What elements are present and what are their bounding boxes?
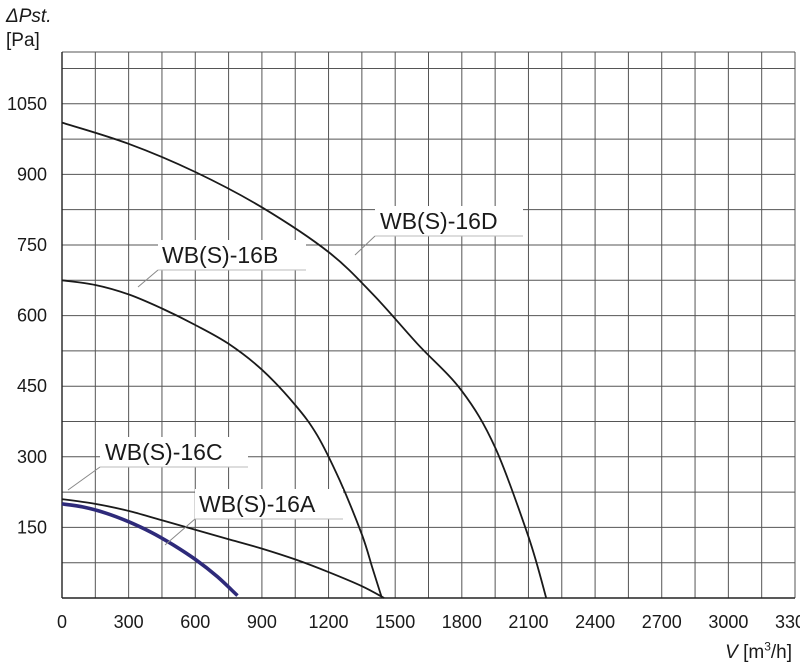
curve-label-bg-wb-s-16c	[100, 437, 248, 467]
series-line-wb-s-16c	[61, 498, 385, 599]
y-tick-label: 150	[17, 517, 47, 537]
curve-label-wb-s-16a: WB(S)-16A	[199, 491, 316, 517]
y-tick-label: 900	[17, 164, 47, 184]
x-tick-label: 600	[180, 612, 210, 632]
x-tick-label: 1800	[442, 612, 482, 632]
curve-label-bg-wb-s-16d	[375, 206, 523, 236]
curve-label-bg-wb-s-16a	[195, 489, 343, 519]
curve-label-bg-wb-s-16b	[158, 240, 306, 270]
x-axis-label-var: V	[725, 642, 738, 663]
curve-label-leader-wb-s-16d	[354, 235, 376, 256]
series-line-wb-s-16b	[61, 279, 383, 599]
y-tick-label: 600	[17, 306, 47, 326]
series-line-wb-s-16d	[61, 121, 548, 599]
x-tick-label: 2700	[642, 612, 682, 632]
y-tick-label: 450	[17, 376, 47, 396]
x-tick-label: 1500	[375, 612, 415, 632]
curve-label-wb-s-16d: WB(S)-16D	[380, 208, 498, 234]
y-tick-label: 1050	[7, 94, 47, 114]
y-tick-label: 300	[17, 447, 47, 467]
curve-label-leader-wb-s-16a	[164, 518, 196, 546]
x-tick-label: 3300	[775, 612, 800, 632]
x-tick-label: 2400	[575, 612, 615, 632]
x-tick-label: 3000	[708, 612, 748, 632]
x-tick-label: 0	[57, 612, 67, 632]
y-axis-label-symbol: ΔPst.	[6, 6, 52, 27]
curve-label-wb-s-16c: WB(S)-16C	[105, 439, 223, 465]
curve-label-wb-s-16b: WB(S)-16B	[162, 242, 278, 268]
x-axis-label-unit-pre: [m	[737, 642, 765, 663]
x-axis-label-unit-post: /h]	[770, 642, 792, 663]
x-axis-label: V [m3/h]	[725, 639, 792, 664]
x-tick-label: 2100	[508, 612, 548, 632]
curve-label-leader-wb-s-16c	[67, 466, 101, 491]
x-axis-label-unit-sup: 3	[764, 639, 771, 654]
y-tick-label: 750	[17, 235, 47, 255]
x-tick-label: 900	[247, 612, 277, 632]
curve-label-leader-wb-s-16b	[137, 269, 159, 288]
series-line-wb-s-16a	[61, 502, 239, 597]
y-axis-label-unit: [Pa]	[6, 30, 40, 51]
x-tick-label: 300	[114, 612, 144, 632]
x-tick-label: 1200	[309, 612, 349, 632]
